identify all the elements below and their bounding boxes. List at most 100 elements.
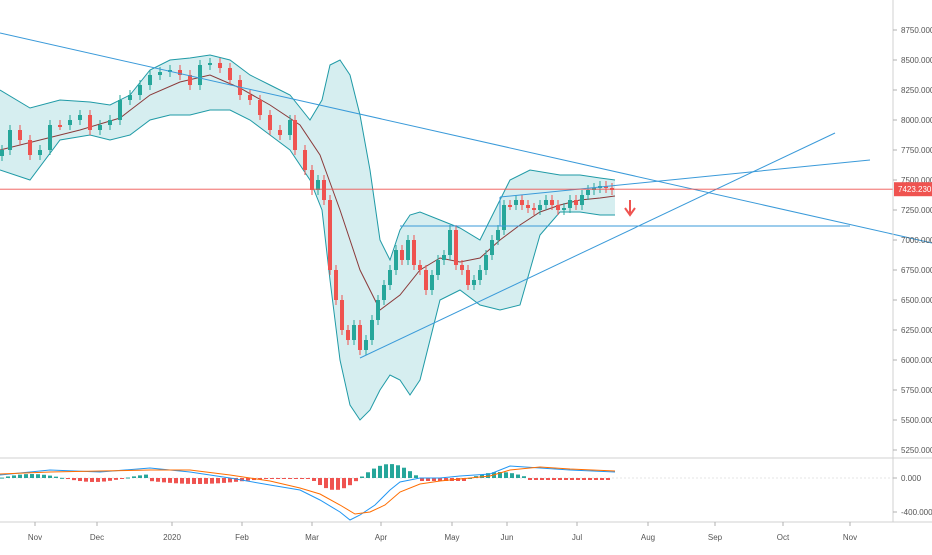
candle-body [442,255,446,260]
candle-body [388,270,392,285]
candle [394,245,398,275]
price-tick-label: 6000.000 [901,356,932,365]
candle [18,125,22,145]
candle [442,250,446,265]
macd-histogram-bar [246,478,250,481]
candle [310,165,314,195]
macd-histogram-bar [198,478,202,484]
candle-body [478,270,482,280]
macd-histogram-bar [96,478,100,482]
candle [538,200,542,215]
candle-body [208,63,212,65]
price-tick-label: 5750.000 [901,386,932,395]
macd-histogram-bar [438,478,442,481]
macd-histogram-bar [414,475,418,478]
bollinger-lower [0,109,615,421]
macd-histogram-bar [318,478,322,486]
candle [550,195,554,210]
candle-body [376,300,380,320]
macd-histogram-bar [426,478,430,481]
down-arrow-head [624,207,636,217]
candle-body [472,280,476,285]
macd-histogram-bar [120,478,124,479]
price-tick-label: 7750.000 [901,146,932,155]
candle [448,225,452,260]
macd-histogram-bar [30,474,34,478]
candle-body [340,300,344,330]
macd-histogram-bar [444,478,448,481]
x-tick-label: Nov [843,533,857,542]
price-panel [0,32,932,421]
macd-histogram-bar [84,478,88,482]
macd-tick-label: -400.000 [901,508,932,517]
macd-histogram-bar [534,478,538,480]
macd-histogram-bar [210,478,214,484]
candle-body [158,72,162,75]
price-tick-label: 5500.000 [901,416,932,425]
macd-histogram-bar [576,478,580,480]
macd-histogram-bar [564,478,568,480]
x-tick-label: Oct [777,533,790,542]
macd-histogram-bar [306,478,310,479]
macd-histogram-bar [510,473,514,478]
candle-body [502,205,506,230]
candle-body [303,150,307,170]
macd-histogram-bar [396,465,400,478]
macd-histogram-bar [480,474,484,478]
moving-average-line [0,74,616,311]
macd-histogram-bar [108,478,112,481]
candle [466,265,470,290]
macd-histogram-bar [138,475,142,478]
macd-histogram-bar [102,478,106,482]
price-tick-label: 6500.000 [901,296,932,305]
last-price-badge-bg [894,182,932,197]
candle [490,235,494,260]
price-tick-label: 7000.000 [901,236,932,245]
macd-histogram-bar [606,478,610,480]
candle-body [418,265,422,270]
candle-body [550,200,554,205]
x-tick-label: Feb [235,533,249,542]
candle [258,95,262,120]
candle-body [316,180,320,190]
candle-body [352,325,356,340]
macd-histogram-bar [408,471,412,478]
candle [364,335,368,355]
macd-histogram-bar [588,478,592,480]
macd-histogram-bar [264,478,268,480]
candle [268,110,272,135]
candle [340,295,344,335]
macd-signal-line [0,466,616,515]
candle-body [58,125,62,127]
candle [430,270,434,295]
last-price-label: 7423.230 [898,185,932,194]
macd-histogram-bar [24,474,28,478]
trendline-descending [0,32,932,244]
macd-histogram-bar [216,478,220,484]
candle [586,185,590,200]
macd-histogram-bar [126,477,130,479]
candle-body [258,100,262,115]
candle [370,315,374,345]
candle-body [604,186,608,188]
macd-histogram-bar [360,476,364,478]
macd-histogram-bar [12,475,16,478]
macd-histogram-bar [384,464,388,478]
candle [288,115,292,140]
macd-histogram-bar [204,478,208,484]
price-tick-label: 8250.000 [901,86,932,95]
macd-histogram-bar [516,474,520,478]
macd-histogram-bar [546,478,550,480]
candle-body [278,130,282,135]
candle-body [228,68,232,80]
candle [388,265,392,290]
candle [496,225,500,245]
x-tick-label: Aug [641,533,655,542]
macd-histogram-bar [156,478,160,482]
macd-histogram-bar [342,478,346,489]
candle-body [218,63,222,68]
candle [218,58,222,73]
candle [128,90,132,105]
candle-body [466,270,470,285]
